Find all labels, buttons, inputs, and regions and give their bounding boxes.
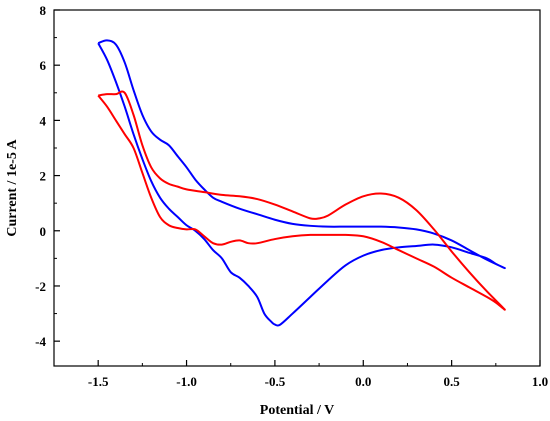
x-tick-label: -1.0 xyxy=(176,374,197,389)
red-cv-curve xyxy=(97,90,506,311)
y-tick-label: 4 xyxy=(40,113,47,128)
x-axis-label: Potential / V xyxy=(260,403,334,418)
series-layer xyxy=(97,39,506,327)
y-tick-label: 0 xyxy=(40,224,47,239)
y-tick-label: 2 xyxy=(40,169,47,184)
y-tick-label: 8 xyxy=(40,3,47,18)
x-tick-label: -1.5 xyxy=(88,374,109,389)
x-tick-label: 1.0 xyxy=(532,374,548,389)
y-axis-label: Current / 1e-5 A xyxy=(5,138,20,236)
x-axis-ticks: -1.5 -1.0 -0.5 0.0 0.5 1.0 xyxy=(53,360,548,389)
plot-frame xyxy=(53,9,541,367)
blue-cv-curve xyxy=(97,39,506,327)
y-tick-label: -4 xyxy=(35,334,46,349)
y-axis-ticks: -4 -2 0 2 4 6 8 xyxy=(35,3,60,349)
x-tick-label: 0.5 xyxy=(444,374,461,389)
x-tick-label: -0.5 xyxy=(265,374,286,389)
y-tick-label: 6 xyxy=(40,58,47,73)
x-tick-label: 0.0 xyxy=(355,374,371,389)
y-tick-label: -2 xyxy=(35,279,46,294)
